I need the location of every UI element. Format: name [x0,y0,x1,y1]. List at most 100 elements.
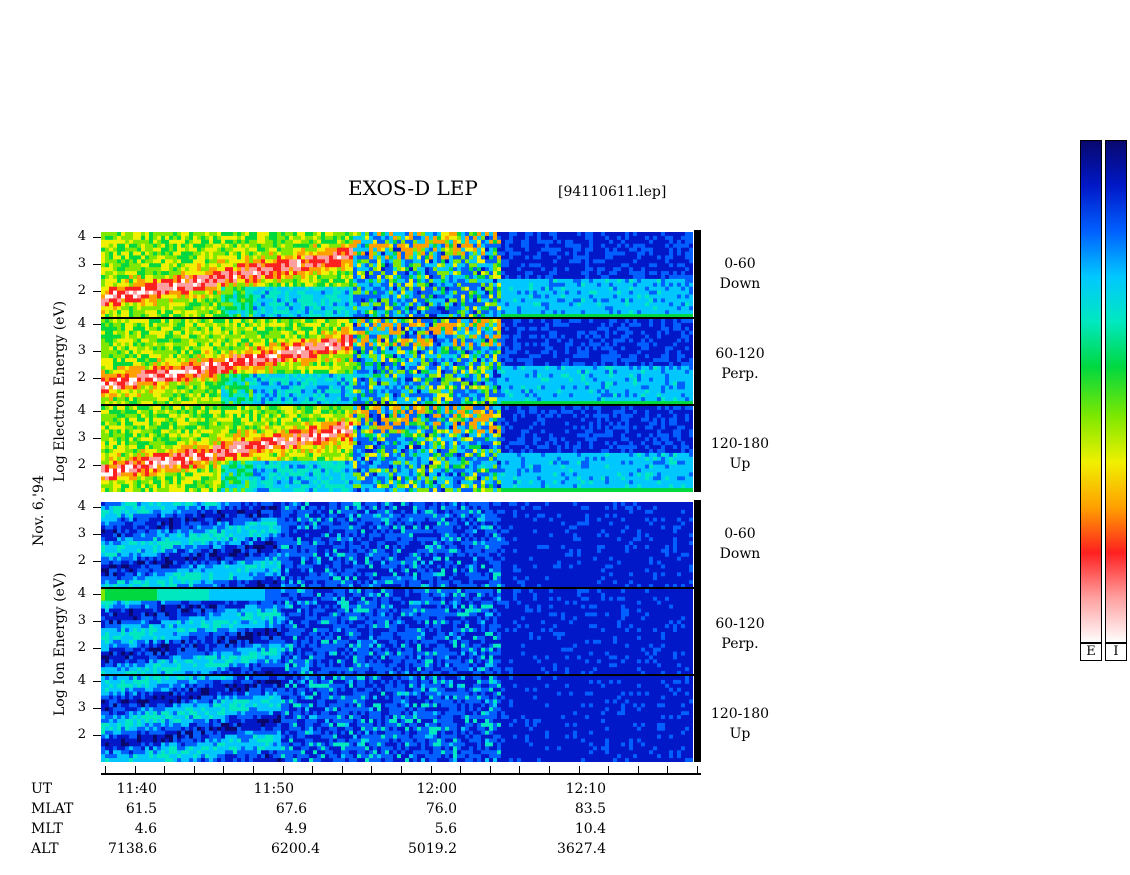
spectrogram-cell [669,286,674,292]
spectrogram-cell [625,259,630,264]
spectrogram-cell [265,259,270,264]
spectrogram-cell [361,267,366,272]
spectrogram-cell [401,314,406,318]
spectrogram-cell [621,306,626,311]
spectrogram-cell [153,235,158,241]
spectrogram-cell [177,330,182,336]
spectrogram-cell [277,334,282,339]
spectrogram-cell [669,298,674,303]
spectrogram-cell [345,310,350,315]
spectrogram-cell [337,294,342,299]
spectrogram-cell [605,278,610,284]
spectrogram-cell [133,338,138,343]
spectrogram-cell [325,401,330,405]
spectrogram-cell [137,235,142,241]
spectrogram-cell [385,369,390,375]
spectrogram-cell [153,278,158,284]
spectrogram-cell [161,294,166,299]
spectrogram-cell [153,263,158,268]
spectrogram-cell [381,255,386,260]
spectrogram-cell [105,350,110,355]
spectrogram-cell [357,259,362,264]
spectrogram-cell [265,358,270,363]
spectrogram-cell [357,275,362,280]
spectrogram-cell [257,334,262,339]
spectrogram-cell [313,251,318,256]
spectrogram-cell [469,263,474,268]
spectrogram-cell [409,282,414,288]
spectrogram-cell [161,373,166,379]
spectrogram-cell [569,286,574,292]
spectrogram-cell [289,385,294,390]
spectrogram-cell [145,330,150,336]
spectrogram-cell [177,267,182,272]
spectrogram-cell [137,243,142,249]
spectrogram-cell [161,365,166,371]
spectrogram-cell [657,263,662,268]
spectrogram-cell [329,322,334,328]
spectrogram-cell [117,263,122,268]
spectrogram-cell [325,302,330,307]
spectrogram-cell [369,334,374,339]
spectrogram-cell [449,275,454,280]
spectrogram-cell [129,232,134,237]
spectrogram-cell [157,282,162,288]
spectrogram-cell [185,271,190,276]
spectrogram-cell [289,322,294,328]
spectrogram-cell [205,251,210,256]
spectrogram-cell [117,310,122,315]
spectrogram-cell [165,330,170,336]
spectrogram-cell [457,298,462,303]
spectrogram-cell [609,294,614,299]
spectrogram-cell [505,278,510,284]
spectrogram-cell [377,267,382,272]
spectrogram-cell [225,294,230,299]
spectrogram-cell [249,267,254,272]
spectrogram-cell [221,326,226,332]
spectrogram-cell [613,275,618,280]
spectrogram-cell [389,319,394,324]
spectrogram-cell [329,251,334,256]
spectrogram-cell [385,342,390,347]
spectrogram-cell [325,322,330,328]
spectrogram-cell [225,381,230,386]
spectrogram-cell [525,267,530,272]
spectrogram-cell [261,271,266,276]
spectrogram-cell [133,397,138,402]
spectrogram-cell [221,369,226,375]
spectrogram-cell [369,263,374,268]
spectrogram-cell [589,235,594,241]
spectrogram-cell [565,247,570,252]
spectrogram-cell [313,319,318,324]
spectrogram-cell [261,255,266,260]
spectrogram-cell [645,251,650,256]
spectrogram-cell [369,255,374,260]
spectrogram-cell [657,259,662,264]
spectrogram-cell [237,294,242,299]
spectrogram-cell [141,302,146,307]
spectrogram-cell [353,362,358,367]
spectrogram-cell [485,263,490,268]
spectrogram-cell [109,278,114,284]
spectrogram-cell [497,259,502,264]
spectrogram-cell [357,354,362,359]
spectrogram-cell [485,282,490,288]
spectrogram-cell [325,338,330,343]
spectrogram-cell [281,251,286,256]
spectrogram-cell [197,377,202,382]
spectrogram-cell [409,389,414,394]
spectrogram-cell [377,310,382,315]
spectrogram-cell [181,381,186,386]
spectrogram-cell [633,290,638,295]
spectrogram-cell [681,310,686,315]
spectrogram-cell [441,286,446,292]
spectrogram-cell [525,282,530,288]
spectrogram-cell [649,290,654,295]
spectrogram-cell [113,298,118,303]
spectrogram-cell [149,389,154,394]
spectrogram-cell [253,330,258,336]
spectrogram-cell [301,314,306,318]
spectrogram-cell [457,267,462,272]
spectrogram-cell [349,306,354,311]
spectrogram-cell [237,286,242,292]
